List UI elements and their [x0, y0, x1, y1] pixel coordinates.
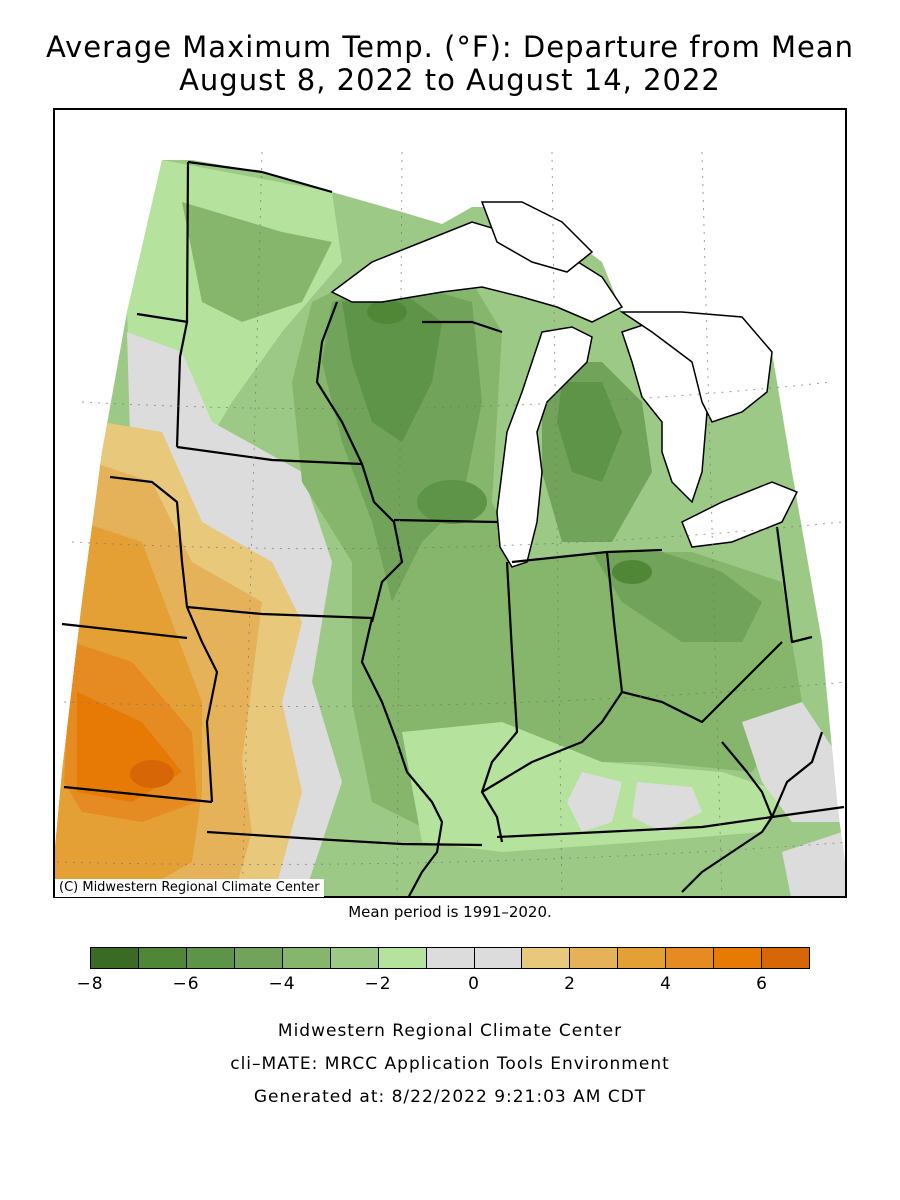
credit-generated-time: Generated at: 8/22/2022 9:21:03 AM CDT	[253, 1087, 647, 1107]
state-boundaries	[61, 160, 845, 896]
legend-swatch	[282, 948, 331, 968]
legend-tick: −2	[364, 974, 392, 994]
legend-swatch	[426, 948, 475, 968]
legend-tick: 4	[660, 974, 672, 994]
canada-land	[619, 311, 773, 423]
legend-swatch	[186, 948, 235, 968]
mean-period-note: Mean period is 1991–2020.	[348, 903, 552, 921]
map-panel	[53, 108, 847, 898]
legend-tick: 0	[468, 974, 480, 994]
legend-tick: 6	[756, 974, 768, 994]
legend-swatch	[618, 948, 667, 968]
color-legend-bar	[90, 947, 810, 969]
legend-swatch	[474, 948, 523, 968]
legend-swatch	[570, 948, 619, 968]
legend-tick: 2	[564, 974, 576, 994]
legend-swatch	[234, 948, 283, 968]
credit-application: cli–MATE: MRCC Application Tools Environ…	[230, 1054, 670, 1074]
temperature-departure-map	[55, 151, 845, 896]
legend-swatch	[91, 948, 139, 968]
legend-swatch	[522, 948, 571, 968]
legend-swatch	[666, 948, 715, 968]
legend-swatch	[378, 948, 427, 968]
copyright-label: (C) Midwestern Regional Climate Center	[55, 879, 324, 897]
legend-swatch	[762, 948, 810, 968]
legend-tick: −4	[268, 974, 296, 994]
legend-swatch	[330, 948, 379, 968]
great-lakes	[330, 201, 799, 568]
legend-tick: −6	[172, 974, 200, 994]
graticule	[56, 151, 845, 896]
legend-swatch	[714, 948, 763, 968]
map-subtitle-date-range: August 8, 2022 to August 14, 2022	[179, 63, 721, 97]
credit-organization: Midwestern Regional Climate Center	[277, 1021, 623, 1041]
legend-tick: −8	[76, 974, 104, 994]
map-title: Average Maximum Temp. (°F): Departure fr…	[45, 30, 855, 64]
legend-swatch	[138, 948, 187, 968]
